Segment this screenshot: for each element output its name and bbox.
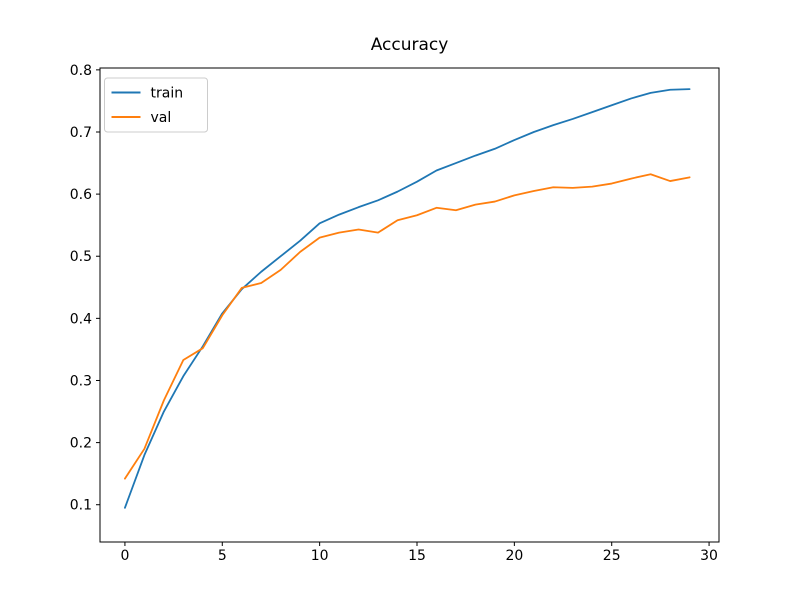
y-axis-tick-label: 0.1: [70, 498, 92, 514]
train-line: [124, 88, 691, 509]
y-axis-tick-label: 0.6: [70, 187, 92, 203]
x-axis-tick-label: 25: [603, 548, 621, 564]
plot-frame: [99, 67, 720, 543]
x-axis-tick-label: 30: [700, 548, 718, 564]
x-axis-tick-label: 0: [120, 548, 129, 564]
x-axis-tick-label: 5: [218, 548, 227, 564]
y-axis-tick-label: 0.4: [70, 311, 92, 327]
y-axis-tick-label: 0.5: [70, 249, 92, 265]
chart-title: Accuracy: [370, 35, 449, 55]
val-line: [124, 173, 691, 480]
x-axis-tick-label: 10: [311, 548, 329, 564]
x-axis-tick-label: 20: [505, 548, 523, 564]
y-axis-tick-label: 0.3: [70, 373, 92, 389]
y-axis-tick-label: 0.2: [70, 436, 92, 452]
legend-label-val: val: [151, 110, 172, 126]
legend-label-train: train: [151, 86, 184, 102]
y-axis-tick-label: 0.7: [70, 125, 92, 141]
y-axis-tick-label: 0.8: [70, 63, 92, 79]
x-axis-tick-label: 15: [408, 548, 426, 564]
